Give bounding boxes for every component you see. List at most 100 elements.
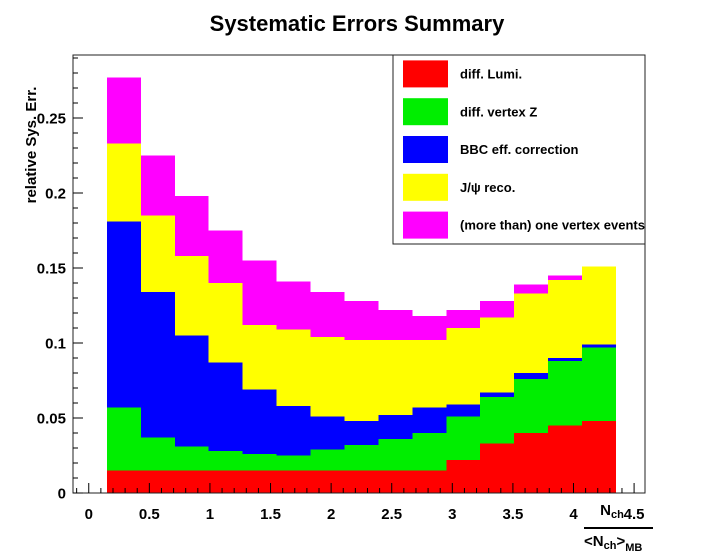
histogram-segment-series2-bin7 — [344, 421, 379, 445]
histogram-segment-series3-bin9 — [412, 340, 447, 408]
histogram-segment-series1-bin14 — [581, 347, 616, 421]
histogram-segment-series4-bin12 — [514, 284, 549, 294]
histogram-segment-series2-bin1 — [140, 292, 175, 438]
chart-title: Systematic Errors Summary — [210, 11, 505, 36]
histogram-segment-series2-bin14 — [581, 344, 616, 348]
histogram-segment-series1-bin13 — [548, 361, 582, 426]
histogram-segment-series0-bin10 — [446, 460, 481, 493]
histogram-segment-series1-bin5 — [276, 455, 311, 471]
x-axis-tick-label: 1.5 — [260, 506, 281, 523]
legend-swatch-0 — [403, 60, 448, 88]
histogram-segment-series1-bin3 — [208, 451, 243, 471]
histogram-segment-series3-bin0 — [106, 143, 141, 222]
legend-swatch-1 — [403, 98, 448, 126]
histogram-segment-series3-bin8 — [378, 340, 413, 415]
histogram-segment-series2-bin11 — [480, 392, 515, 397]
histogram-segment-series1-bin2 — [174, 446, 209, 471]
x-axis-tick-label: 2.5 — [381, 506, 402, 523]
histogram-segment-series0-bin8 — [378, 470, 413, 493]
histogram-segment-series0-bin14 — [581, 421, 616, 493]
histogram-segment-series3-bin14 — [581, 266, 616, 345]
histogram-segment-series0-bin12 — [514, 433, 549, 493]
histogram-segment-series4-bin1 — [140, 155, 175, 216]
y-axis-tick-label: 0 — [58, 485, 66, 502]
histogram-segment-series3-bin12 — [514, 293, 549, 373]
x-axis-tick-label: 1 — [206, 506, 214, 523]
legend-label-1: diff. vertex Z — [460, 104, 537, 119]
x-axis-tick-label: 4 — [569, 506, 578, 523]
histogram-segment-series2-bin9 — [412, 407, 447, 433]
histogram-segment-series2-bin6 — [310, 416, 345, 450]
histogram-segment-series4-bin3 — [208, 230, 243, 283]
histogram-segment-series0-bin4 — [242, 470, 277, 493]
histogram-segment-series4-bin5 — [276, 281, 311, 330]
histogram-segment-series2-bin8 — [378, 415, 413, 439]
histogram-segment-series2-bin0 — [106, 221, 141, 408]
histogram-segment-series0-bin11 — [480, 443, 515, 493]
histogram-segment-series4-bin7 — [344, 301, 379, 340]
histogram-segment-series4-bin8 — [378, 310, 413, 340]
y-axis-tick-label: 0.05 — [37, 410, 66, 427]
histogram-segment-series4-bin10 — [446, 310, 481, 328]
histogram-segment-series2-bin3 — [208, 362, 243, 451]
histogram-segment-series1-bin11 — [480, 397, 515, 444]
y-axis-title: relative Sys. Err. — [23, 87, 40, 204]
y-axis-tick-label: 0.15 — [37, 260, 66, 277]
legend-swatch-3 — [403, 173, 448, 201]
legend-label-0: diff. Lumi. — [460, 66, 522, 81]
histogram-segment-series1-bin7 — [344, 445, 379, 471]
histogram-segment-series0-bin7 — [344, 470, 379, 493]
histogram-segment-series4-bin0 — [106, 77, 141, 144]
histogram-segment-series1-bin8 — [378, 439, 413, 471]
histogram-segment-series0-bin0 — [106, 470, 141, 493]
histogram-segment-series0-bin2 — [174, 470, 209, 493]
y-axis-tick-label: 0.2 — [45, 185, 66, 202]
histogram-segment-series1-bin12 — [514, 379, 549, 433]
histogram-segment-series4-bin11 — [480, 301, 515, 318]
histogram-segment-series2-bin13 — [548, 358, 582, 361]
histogram-segment-series3-bin11 — [480, 317, 515, 393]
histogram-segment-series3-bin4 — [242, 325, 277, 390]
histogram-segment-series1-bin6 — [310, 449, 345, 471]
histogram-segment-series4-bin6 — [310, 292, 345, 337]
x-axis-tick-label: 3.5 — [502, 506, 523, 523]
histogram-segment-series3-bin10 — [446, 328, 481, 405]
histogram-segment-series4-bin9 — [412, 316, 447, 340]
y-axis-tick-label: 0.25 — [37, 110, 66, 127]
histogram-segment-series2-bin5 — [276, 406, 311, 456]
y-axis-tick-label: 0.1 — [45, 335, 66, 352]
histogram-segment-series2-bin12 — [514, 373, 549, 379]
histogram-segment-series1-bin9 — [412, 433, 447, 471]
histogram-segment-series3-bin6 — [310, 337, 345, 417]
x-axis-tick-label: 3 — [448, 506, 456, 523]
histogram-segment-series0-bin13 — [548, 425, 582, 493]
histogram-segment-series2-bin10 — [446, 404, 481, 417]
x-axis-tick-label: 2 — [327, 506, 335, 523]
legend-swatch-4 — [403, 211, 448, 239]
histogram-segment-series3-bin2 — [174, 256, 209, 336]
histogram-segment-series1-bin10 — [446, 416, 481, 460]
histogram-segment-series1-bin1 — [140, 437, 175, 471]
histogram-segment-series3-bin5 — [276, 329, 311, 406]
legend-label-3: J/ψ reco. — [460, 180, 515, 195]
histogram-segment-series4-bin4 — [242, 260, 277, 325]
histogram-segment-series0-bin1 — [140, 470, 175, 493]
histogram-segment-series1-bin4 — [242, 454, 277, 471]
legend-swatch-2 — [403, 136, 448, 163]
histogram-segment-series3-bin3 — [208, 283, 243, 363]
histogram-segment-series4-bin13 — [548, 275, 582, 280]
x-axis-title-denominator: <Nch>MB — [584, 533, 642, 554]
histogram-segment-series3-bin7 — [344, 340, 379, 421]
legend-label-4: (more than) one vertex events — [460, 218, 645, 233]
plot-frame — [72, 54, 646, 494]
histogram-segment-series0-bin9 — [412, 470, 447, 493]
histogram-segment-series3-bin1 — [140, 215, 175, 292]
histogram-segment-series3-bin13 — [548, 280, 582, 358]
histogram-segment-series4-bin2 — [174, 196, 209, 256]
histogram-segment-series2-bin2 — [174, 335, 209, 447]
x-axis-tick-label: 4.5 — [624, 506, 645, 523]
histogram-segment-series2-bin4 — [242, 389, 277, 454]
x-axis-tick-label: 0.5 — [139, 506, 160, 523]
